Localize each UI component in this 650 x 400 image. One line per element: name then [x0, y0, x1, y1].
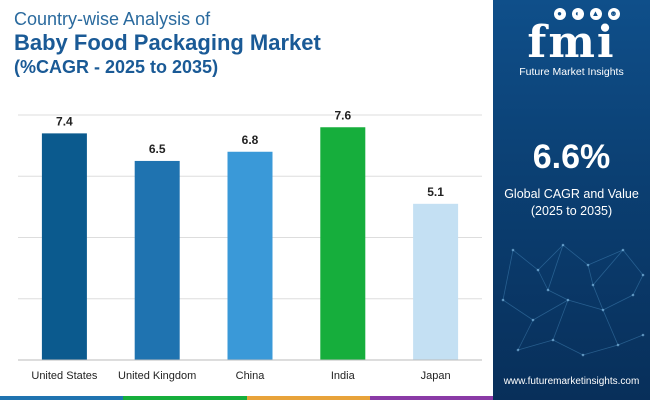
network-link: [547, 289, 569, 301]
footer-bar-segment: [246, 396, 370, 400]
side-panel: ● ◐ ▲ ☻ fmi Future Market Insights 6.6% …: [493, 0, 650, 400]
network-node: [621, 248, 625, 252]
bar-chart-svg: 7.4 United States 6.5 United Kingdom 6.8 Chin…: [18, 108, 482, 382]
food-icon: ●: [553, 8, 566, 20]
footer-bar-segment: [0, 396, 124, 400]
data-label: 6.5: [149, 142, 166, 156]
network-link: [592, 249, 624, 286]
network-link: [552, 299, 569, 341]
title-line-3: (%CAGR - 2025 to 2035): [14, 57, 219, 77]
network-link: [517, 339, 554, 351]
data-label: 6.8: [242, 133, 259, 147]
bar-china: [227, 151, 273, 360]
network-node: [616, 343, 620, 347]
data-label: 7.6: [334, 108, 351, 122]
network-node: [591, 283, 595, 287]
x-tick-label: India: [331, 370, 356, 382]
network-node: [516, 348, 520, 352]
global-cagr-value: 6.6%: [532, 138, 611, 176]
network-link: [592, 284, 604, 311]
flask-icon: ▲: [589, 8, 602, 20]
network-link: [632, 274, 644, 296]
network-link: [567, 299, 604, 311]
network-link: [552, 339, 584, 356]
bar-india: [320, 127, 366, 360]
x-tick-label: United Kingdom: [118, 370, 196, 382]
network-link: [502, 299, 534, 321]
footer-color-bar: [0, 396, 493, 400]
network-link: [547, 244, 564, 291]
network-node: [631, 293, 635, 297]
bar-chart: 7.4 United States 6.5 United Kingdom 6.8 Chin…: [0, 95, 490, 395]
website-link[interactable]: www.futuremarketinsights.com: [503, 376, 640, 387]
x-tick-label: Japan: [421, 370, 451, 382]
network-node: [601, 308, 605, 312]
network-node: [536, 268, 540, 272]
network-link: [502, 249, 514, 301]
network-link: [617, 334, 644, 346]
global-cagr-label-line-2: (2025 to 2035): [530, 204, 613, 218]
x-tick-label: China: [236, 370, 266, 382]
globe-icon: ◐: [571, 8, 584, 20]
network-node: [586, 263, 590, 267]
network-link: [537, 269, 549, 291]
network-link: [587, 249, 624, 266]
network-node: [566, 298, 570, 302]
company-name: Future Market Insights: [519, 66, 624, 78]
chart-title: Country-wise Analysis of Baby Food Packa…: [14, 8, 484, 78]
x-tick-label: United States: [31, 370, 98, 382]
data-label: 7.4: [56, 114, 73, 128]
network-link: [512, 249, 539, 271]
logo-text: fmi: [527, 17, 616, 68]
person-icon: ☻: [607, 8, 620, 20]
title-line-2: Baby Food Packaging Market: [14, 30, 321, 55]
bar-japan: [413, 203, 459, 360]
network-node: [641, 273, 645, 277]
network-link: [582, 344, 619, 356]
network-node: [561, 243, 565, 247]
network-link: [602, 294, 634, 311]
network-link: [587, 264, 594, 286]
network-link: [562, 244, 589, 266]
footer-bar-segment: [123, 396, 247, 400]
network-node: [641, 333, 645, 337]
network-link: [532, 299, 569, 321]
network-link: [517, 319, 534, 351]
fmi-logo: ● ◐ ▲ ☻ fmi Future Market Insights: [493, 8, 650, 78]
global-cagr-label: Global CAGR and Value (2025 to 2035): [493, 186, 650, 220]
bar-united-kingdom: [134, 160, 180, 360]
title-line-1: Country-wise Analysis of: [14, 9, 211, 29]
network-node: [546, 288, 550, 292]
network-node: [581, 353, 585, 357]
footer-bar-segment: [369, 396, 493, 400]
bar-united-states: [41, 133, 87, 360]
global-cagr-label-line-1: Global CAGR and Value: [504, 187, 639, 201]
network-link: [602, 309, 619, 346]
network-node: [551, 338, 555, 342]
network-node: [501, 298, 505, 302]
logo-icons: ● ◐ ▲ ☻: [523, 8, 650, 22]
network-pattern: [501, 243, 645, 357]
network-node: [511, 248, 515, 252]
network-link: [537, 244, 564, 271]
data-label: 5.1: [427, 185, 444, 199]
network-link: [622, 249, 644, 276]
network-node: [531, 318, 535, 322]
